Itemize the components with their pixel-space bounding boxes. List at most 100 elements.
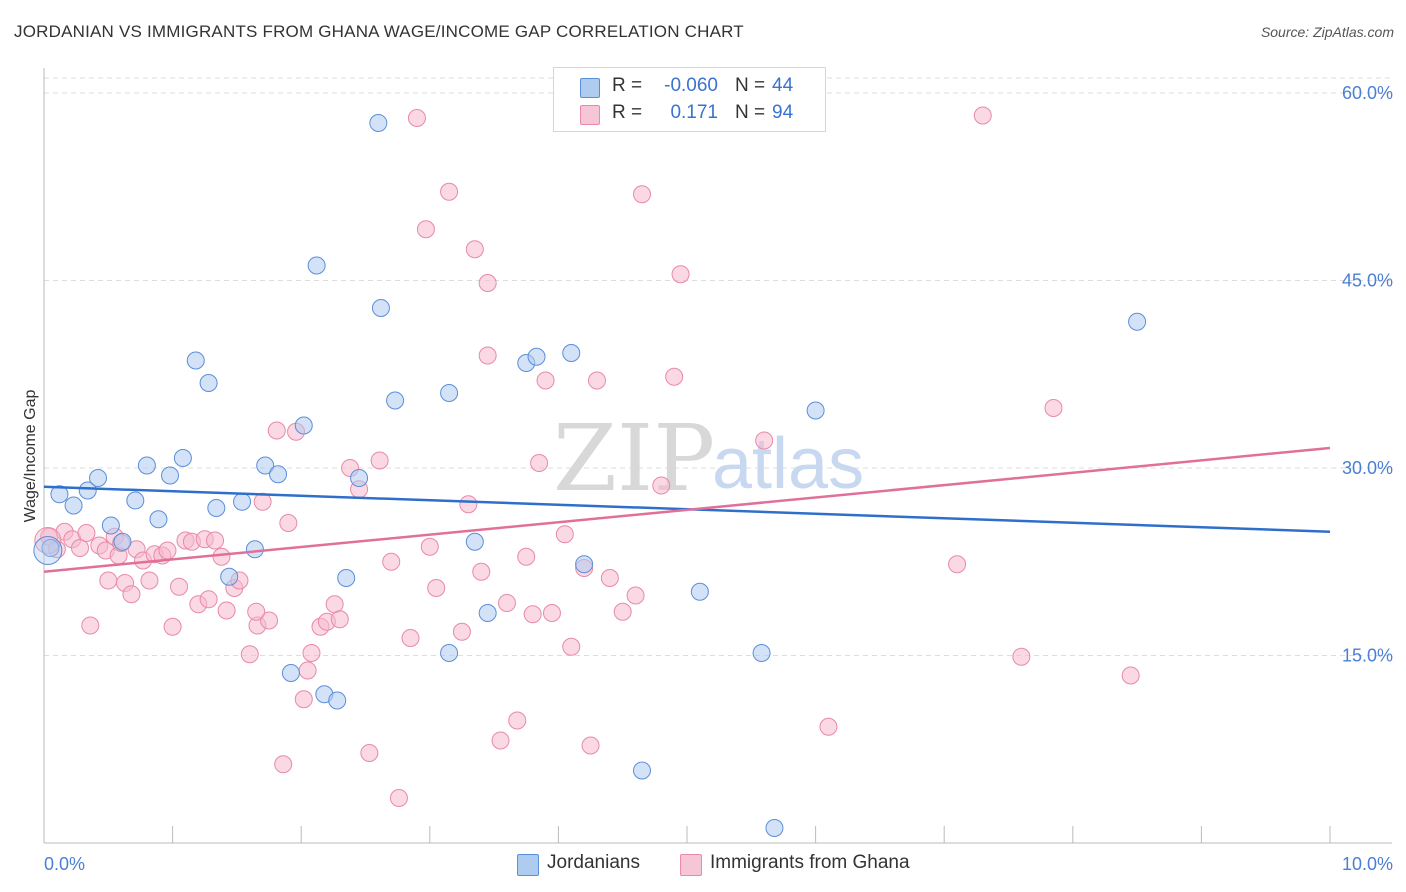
ghana-point (199, 590, 218, 609)
jordanian-point (173, 449, 192, 467)
ghana-point (163, 617, 182, 636)
ghana-point (497, 594, 516, 612)
y-axis-label: Wage/Income Gap (22, 390, 39, 523)
ghana-point (465, 240, 484, 259)
ghana-point (206, 531, 225, 550)
jordanian-point (33, 536, 63, 565)
jordanian-point (281, 664, 300, 682)
ghana-point (491, 731, 510, 750)
jordanian-point (440, 384, 459, 402)
y-tick-label: 45.0% (1342, 271, 1393, 291)
ghana-point (555, 525, 574, 544)
jordanian-point (245, 540, 264, 559)
jordanian-point (50, 485, 69, 504)
ghana-point (158, 541, 177, 560)
jordanian-point (199, 374, 218, 392)
ghana-trend-line (43, 446, 1331, 573)
ghana-point (420, 537, 439, 556)
ghana-point (530, 454, 549, 472)
jordanian-point (101, 516, 120, 535)
jordanian-point (369, 114, 388, 132)
correlation-legend: R = -0.060 N = 44 R = 0.171 N = 94 (553, 67, 826, 132)
watermark: ZIP atlas (553, 405, 864, 512)
legend-r-label: R = (612, 75, 643, 96)
legend-r-value: 0.171 (670, 102, 718, 123)
jordanian-point (137, 456, 156, 475)
jordanian-point (752, 644, 771, 662)
jordanian-point (632, 761, 651, 780)
ghana-point (755, 431, 774, 450)
ghana-point (325, 595, 344, 614)
jordanian-point (113, 532, 132, 551)
ghana-point (632, 185, 651, 204)
jordanian-point (269, 465, 288, 484)
legend-r-label: R = (612, 102, 643, 123)
y-tick-label: 60.0% (1342, 83, 1393, 103)
jordanian-point (64, 496, 83, 515)
ghana-point (401, 629, 420, 647)
ghana-point (478, 274, 497, 292)
x-tick-label: 10.0% (1342, 854, 1393, 874)
ghana-point (360, 744, 379, 762)
ghana-point (240, 645, 259, 664)
jordanian-point (386, 391, 405, 410)
jordanian-point (337, 569, 356, 587)
legend-n-label: N = (735, 102, 766, 123)
legend-n-value: 94 (772, 102, 794, 123)
jordanian-point (41, 539, 60, 557)
ghana-points (34, 106, 1140, 807)
legend-n-value: 44 (772, 75, 794, 96)
ghana-point (472, 562, 491, 581)
ghana-point (122, 585, 141, 604)
ghana-point (613, 602, 632, 621)
ghana-point (140, 571, 159, 590)
jordanian-point (233, 492, 252, 511)
ghana-point (562, 637, 581, 656)
ghana-point (298, 661, 317, 680)
ghana-point (274, 755, 293, 774)
tick-labels: 15.0% 30.0% 45.0% 60.0% 0.0% 10.0% (44, 83, 1393, 874)
ghana-point (517, 547, 536, 566)
jordanian-point (126, 491, 145, 510)
ghana-point (452, 622, 471, 641)
watermark-zip: ZIP (553, 405, 715, 512)
jordanian-point (256, 456, 275, 475)
jordanian-point (294, 416, 313, 435)
ghana-point (819, 717, 838, 736)
ghana-point (279, 514, 298, 532)
ghana-point (427, 579, 446, 597)
ghana-point (523, 605, 542, 624)
legend-row-ghana: R = 0.171 N = 94 (554, 101, 825, 129)
bottom-legend-swatch-pink (680, 854, 702, 876)
jordanian-point (220, 567, 239, 586)
axes (43, 68, 1392, 844)
jordanian-point (161, 466, 180, 485)
ghana-point (973, 106, 992, 125)
ghana-point (581, 736, 600, 755)
ghana-point (267, 421, 286, 440)
ghana-point (626, 586, 645, 605)
chart-title: JORDANIAN VS IMMIGRANTS FROM GHANA WAGE/… (14, 22, 744, 41)
jordanian-point (350, 469, 369, 487)
ghana-point (407, 109, 426, 127)
ghana-point (217, 601, 236, 620)
ghana-point (440, 182, 459, 201)
bottom-legend-label: Jordanians (547, 852, 640, 873)
ghana-point (542, 604, 561, 622)
ghana-point (247, 602, 266, 621)
jordanian-point (149, 510, 168, 529)
ghana-point (508, 711, 527, 730)
ghana-point (81, 616, 100, 635)
gridlines (44, 77, 1392, 656)
x-tick-label: 0.0% (44, 854, 85, 874)
ghana-point (652, 476, 671, 495)
jordanian-point (465, 532, 484, 551)
jordanian-point (207, 499, 226, 517)
bottom-legend-swatch-blue (517, 854, 539, 876)
jordanian-point (78, 481, 97, 500)
ghana-point (1044, 399, 1063, 417)
ghana-point (536, 371, 555, 390)
ghana-point (77, 524, 96, 542)
jordanian-point (328, 691, 347, 710)
